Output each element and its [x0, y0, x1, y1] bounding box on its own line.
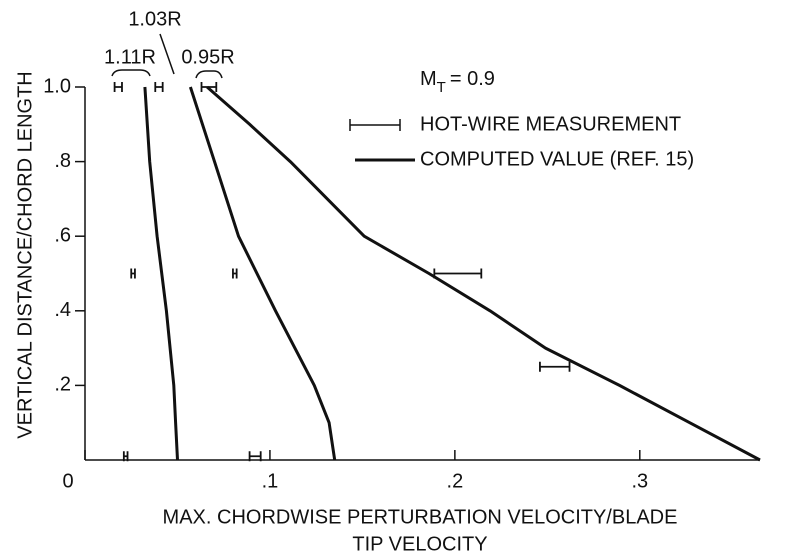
- error-bar: [154, 82, 164, 92]
- error-bar: [130, 268, 136, 279]
- legend: HOT-WIRE MEASUREMENT COMPUTED VALUE (REF…: [349, 113, 694, 170]
- brace: [111, 69, 151, 77]
- y-tick-label: .4: [54, 299, 71, 321]
- mach-symbol: M: [420, 68, 437, 90]
- mach-label: MT = 0.9: [420, 68, 495, 96]
- legend-label: HOT-WIRE MEASUREMENT: [420, 113, 681, 135]
- x-axis-label: TIP VELOCITY: [352, 533, 487, 555]
- error-bar: [433, 268, 483, 279]
- curve: [206, 85, 761, 462]
- y-tick-label: 1.0: [43, 75, 71, 97]
- error-bar: [122, 451, 129, 462]
- y-axis-label: VERTICAL DISTANCE/CHORD LENGTH: [14, 71, 36, 438]
- error-bar: [539, 361, 571, 372]
- error-bar: [232, 268, 238, 279]
- mach-subscript: T: [437, 79, 446, 96]
- error-bar: [200, 82, 218, 92]
- x-tick-label: 0: [62, 470, 73, 492]
- curve-label: 0.95R: [181, 46, 234, 68]
- y-tick-label: .6: [54, 224, 71, 246]
- error-bar: [248, 451, 262, 462]
- curve: [188, 86, 337, 461]
- mach-value: = 0.9: [450, 68, 495, 90]
- x-tick-label: .1: [262, 470, 279, 492]
- x-axis-label: MAX. CHORDWISE PERTURBATION VELOCITY/BLA…: [163, 506, 678, 528]
- brace: [195, 70, 223, 79]
- error-bar: [113, 82, 123, 92]
- legend-label: COMPUTED VALUE (REF. 15): [420, 148, 694, 170]
- y-tick-label: .2: [54, 374, 71, 396]
- curve: [143, 86, 179, 461]
- curve-label: 1.11R: [104, 46, 156, 68]
- pointer: [159, 33, 175, 75]
- x-tick-label: .3: [631, 470, 648, 492]
- y-tick-label: .8: [54, 150, 71, 172]
- curve-label: 1.03R: [128, 8, 181, 30]
- x-tick-label: .2: [447, 470, 464, 492]
